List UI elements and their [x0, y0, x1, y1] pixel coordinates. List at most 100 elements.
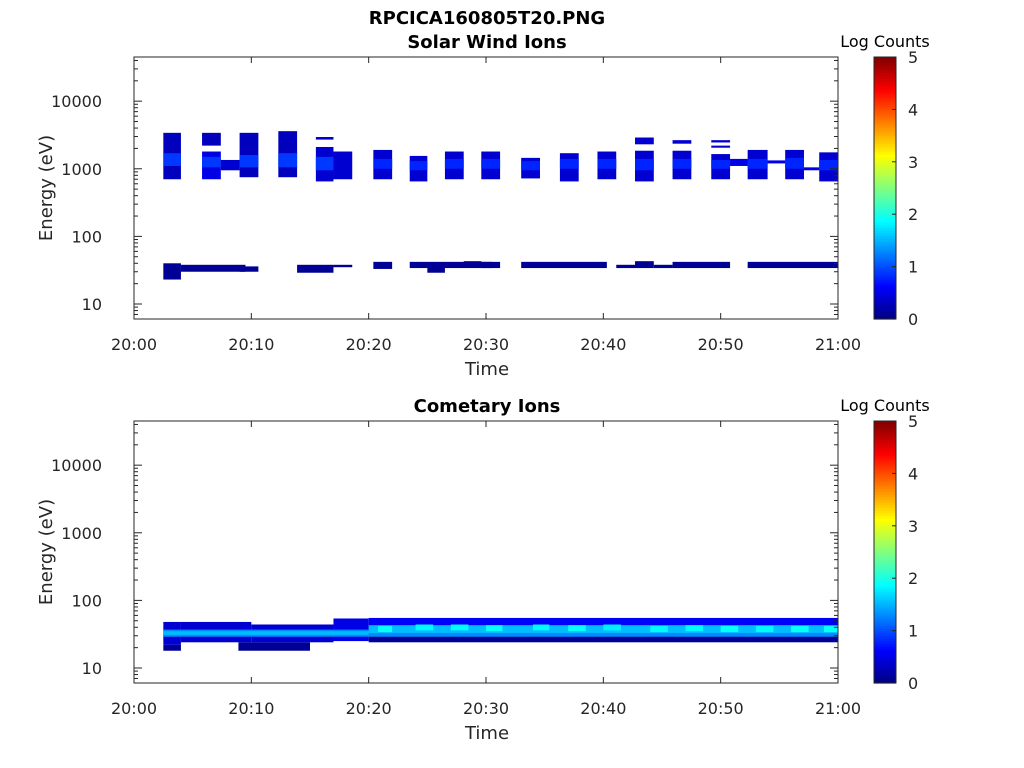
- colorbar-segment: [874, 148, 896, 152]
- colorbar-segment: [874, 659, 896, 663]
- heatmap-cell: [597, 158, 617, 169]
- colorbar-segment: [874, 627, 896, 632]
- colorbar-segment: [874, 316, 896, 320]
- colorbar-segment: [874, 62, 896, 66]
- colorbar-segment: [874, 164, 896, 168]
- colorbar-segment: [874, 612, 896, 616]
- colorbar-segment: [874, 98, 896, 103]
- solar-wind-panel: Solar Wind Ions 20:00 20:10 20:20 20:30 20:4…: [36, 32, 930, 380]
- colorbar-segment: [874, 80, 896, 84]
- colorbar-segment: [874, 421, 896, 425]
- heatmap-cell: [672, 158, 692, 169]
- heatmap-cell: [803, 167, 820, 171]
- colorbar: 0 1 2 3 4 5: [873, 412, 918, 693]
- colorbar-segment: [874, 473, 896, 477]
- colorbar-segment: [874, 109, 896, 113]
- heatmap-cell: [239, 266, 259, 272]
- colorbar-segment: [874, 599, 896, 603]
- colorbar-segment: [874, 271, 896, 276]
- colorbar-segment: [874, 140, 896, 145]
- y-tick-label: 10000: [51, 92, 102, 111]
- heatmap-cell: [220, 159, 240, 171]
- colorbar-segment: [874, 295, 896, 299]
- colorbar-segment: [874, 72, 896, 76]
- colorbar-label: Log Counts: [840, 32, 930, 51]
- colorbar-segment: [874, 182, 896, 186]
- heatmap-cell: [163, 263, 181, 280]
- colorbar-segment: [874, 290, 896, 294]
- colorbar-tick-label: 4: [908, 100, 918, 119]
- colorbar-segment: [874, 308, 896, 312]
- colorbar-segment: [874, 580, 896, 585]
- heatmap-cell: [333, 151, 353, 180]
- heatmap-cell: [635, 137, 654, 145]
- x-tick-label: 20:40: [580, 699, 626, 718]
- colorbar-segment: [874, 112, 896, 116]
- heatmap-cell: [568, 625, 586, 632]
- colorbar-segment: [874, 441, 896, 446]
- colorbar-segment: [874, 672, 896, 676]
- heatmap-cell: [635, 158, 654, 171]
- heatmap-cell: [202, 132, 221, 146]
- colorbar-segment: [874, 669, 896, 674]
- colorbar-segment: [874, 258, 896, 262]
- colorbar-segment: [874, 135, 896, 139]
- colorbar-segment: [874, 256, 896, 260]
- colorbar-segment: [874, 279, 896, 283]
- colorbar-segment: [874, 169, 896, 173]
- colorbar-segment: [874, 544, 896, 548]
- colorbar-label: Log Counts: [840, 396, 930, 415]
- colorbar-segment: [874, 104, 896, 108]
- heatmap-cell: [481, 158, 501, 169]
- heatmap-cell: [711, 140, 731, 143]
- colorbar-segment: [874, 504, 896, 509]
- x-tick-label: 20:30: [463, 699, 509, 718]
- heatmap-cell: [427, 266, 445, 273]
- colorbar-segment: [874, 119, 896, 124]
- colorbar-segment: [874, 444, 896, 448]
- colorbar-segment: [874, 635, 896, 640]
- colorbar-segment: [874, 428, 896, 433]
- colorbar-segment: [874, 476, 896, 480]
- colorbar-segment: [874, 633, 896, 637]
- colorbar-segment: [874, 77, 896, 82]
- colorbar-segment: [874, 245, 896, 249]
- colorbar-segment: [874, 240, 896, 244]
- colorbar-segment: [874, 586, 896, 590]
- colorbar-segment: [874, 156, 896, 160]
- colorbar-segment: [874, 59, 896, 63]
- colorbar-segment: [874, 214, 896, 218]
- colorbar-segment: [874, 470, 896, 474]
- heatmap-cell: [672, 140, 692, 144]
- colorbar-segment: [874, 604, 896, 608]
- heatmap-cell: [163, 153, 181, 166]
- colorbar-segment: [874, 533, 896, 537]
- colorbar-segment: [874, 565, 896, 569]
- colorbar-segment: [874, 648, 896, 653]
- colorbar-segment: [874, 159, 896, 163]
- heatmap-cell: [202, 156, 221, 168]
- colorbar-segment: [874, 607, 896, 611]
- colorbar-segment: [874, 85, 896, 90]
- colorbar-segment: [874, 583, 896, 587]
- colorbar-segment: [874, 83, 896, 87]
- colorbar-segment: [874, 662, 896, 666]
- colorbar-segment: [874, 593, 896, 598]
- colorbar-segment: [874, 180, 896, 184]
- colorbar-segment: [874, 525, 896, 530]
- heatmap-cell: [521, 161, 540, 171]
- heatmap-cell: [616, 264, 636, 269]
- colorbar-segment: [874, 496, 896, 501]
- heatmap-cell: [163, 631, 369, 635]
- heatmap-cell: [368, 635, 838, 643]
- colorbar-segment: [874, 287, 896, 291]
- x-tick-label: 20:10: [228, 699, 274, 718]
- colorbar-segment: [874, 439, 896, 443]
- colorbar-tick-label: 3: [908, 153, 918, 172]
- colorbar-segment: [874, 591, 896, 595]
- heatmap-cell: [819, 159, 838, 171]
- colorbar-frame: [873, 420, 897, 684]
- x-axis-label: Time: [464, 359, 509, 380]
- heatmap-cell: [791, 625, 809, 633]
